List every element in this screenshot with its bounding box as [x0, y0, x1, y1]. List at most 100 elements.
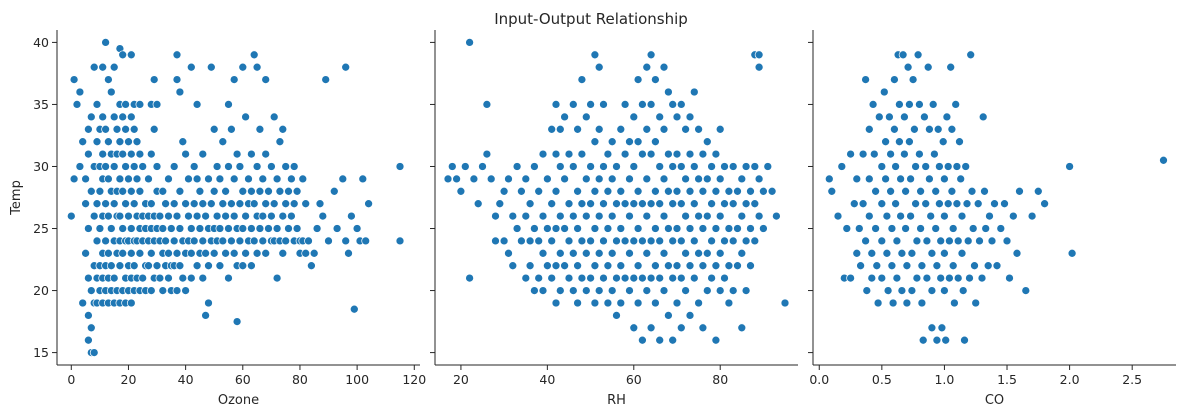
data-point — [275, 137, 285, 147]
data-point — [124, 174, 133, 184]
x-tick-label: 40 — [178, 372, 194, 387]
data-point — [124, 211, 133, 221]
data-point — [555, 286, 565, 295]
data-point — [581, 248, 591, 258]
data-point — [530, 224, 539, 233]
data-point — [551, 261, 561, 271]
data-point — [301, 199, 311, 209]
data-point — [724, 298, 734, 308]
data-point — [685, 261, 695, 271]
data-point — [186, 273, 196, 283]
data-point — [633, 298, 643, 308]
data-point — [746, 186, 755, 196]
data-point — [948, 261, 958, 271]
x-axis-label: RH — [607, 393, 626, 408]
data-point — [218, 236, 228, 246]
data-point — [616, 224, 626, 233]
data-point — [963, 236, 973, 246]
data-point — [104, 75, 113, 84]
data-point — [121, 124, 130, 134]
data-point — [685, 186, 695, 196]
data-point — [590, 50, 600, 60]
data-point — [642, 248, 652, 258]
data-point — [499, 186, 509, 196]
data-point — [169, 162, 179, 171]
data-point — [209, 124, 219, 134]
data-point — [941, 335, 951, 345]
data-point — [189, 199, 199, 209]
data-point — [616, 124, 626, 134]
data-point — [75, 162, 85, 171]
data-point — [547, 236, 557, 246]
data-point — [879, 87, 889, 97]
data-point — [698, 149, 708, 159]
data-point — [612, 311, 621, 320]
data-point — [573, 186, 582, 196]
data-point — [960, 335, 969, 345]
data-point — [953, 273, 963, 283]
data-point — [158, 186, 168, 196]
data-point — [655, 112, 665, 122]
data-point — [625, 211, 634, 221]
data-point — [204, 261, 213, 271]
data-point — [126, 112, 136, 122]
data-point — [638, 199, 647, 209]
data-point — [970, 261, 979, 271]
data-point — [952, 199, 962, 209]
data-point — [109, 62, 119, 72]
data-point — [715, 248, 725, 258]
data-point — [104, 211, 113, 221]
data-point — [195, 224, 205, 233]
data-point — [629, 112, 639, 122]
data-point — [224, 100, 233, 109]
data-point — [115, 174, 125, 184]
data-point — [252, 162, 262, 171]
data-point — [1008, 211, 1018, 221]
x-tick-label: 0 — [67, 372, 75, 387]
data-point — [935, 199, 944, 209]
data-point — [118, 112, 128, 122]
data-point — [915, 149, 924, 159]
data-point — [659, 248, 669, 258]
data-point — [109, 112, 119, 122]
data-point — [902, 261, 912, 271]
data-point — [118, 248, 128, 258]
data-point — [577, 273, 587, 283]
data-point — [292, 186, 302, 196]
data-point — [192, 261, 202, 271]
data-point — [352, 224, 362, 233]
data-point — [867, 248, 877, 258]
data-point — [229, 174, 239, 184]
data-point — [551, 224, 561, 233]
x-tick-label: 1.0 — [934, 372, 954, 387]
data-point — [238, 62, 248, 72]
data-point — [560, 261, 569, 271]
data-point — [612, 199, 621, 209]
data-point — [209, 248, 219, 258]
data-point — [1015, 186, 1024, 196]
data-point — [551, 149, 561, 159]
data-point — [135, 248, 145, 258]
data-point — [66, 211, 76, 221]
data-point — [89, 211, 99, 221]
data-point — [204, 298, 213, 308]
x-tick-label: 0.0 — [809, 372, 829, 387]
data-point — [629, 273, 639, 283]
data-point — [341, 236, 351, 246]
data-point — [668, 273, 678, 283]
data-point — [272, 174, 282, 184]
data-point — [224, 273, 233, 283]
data-point — [711, 261, 721, 271]
data-point — [741, 236, 751, 246]
data-point — [169, 199, 179, 209]
data-point — [651, 186, 660, 196]
data-point — [651, 298, 660, 308]
data-point — [921, 199, 931, 209]
data-point — [247, 186, 256, 196]
data-point — [594, 124, 604, 134]
data-point — [152, 162, 162, 171]
data-point — [603, 261, 613, 271]
data-point — [900, 149, 909, 159]
data-point — [175, 186, 185, 196]
data-point — [927, 323, 937, 333]
